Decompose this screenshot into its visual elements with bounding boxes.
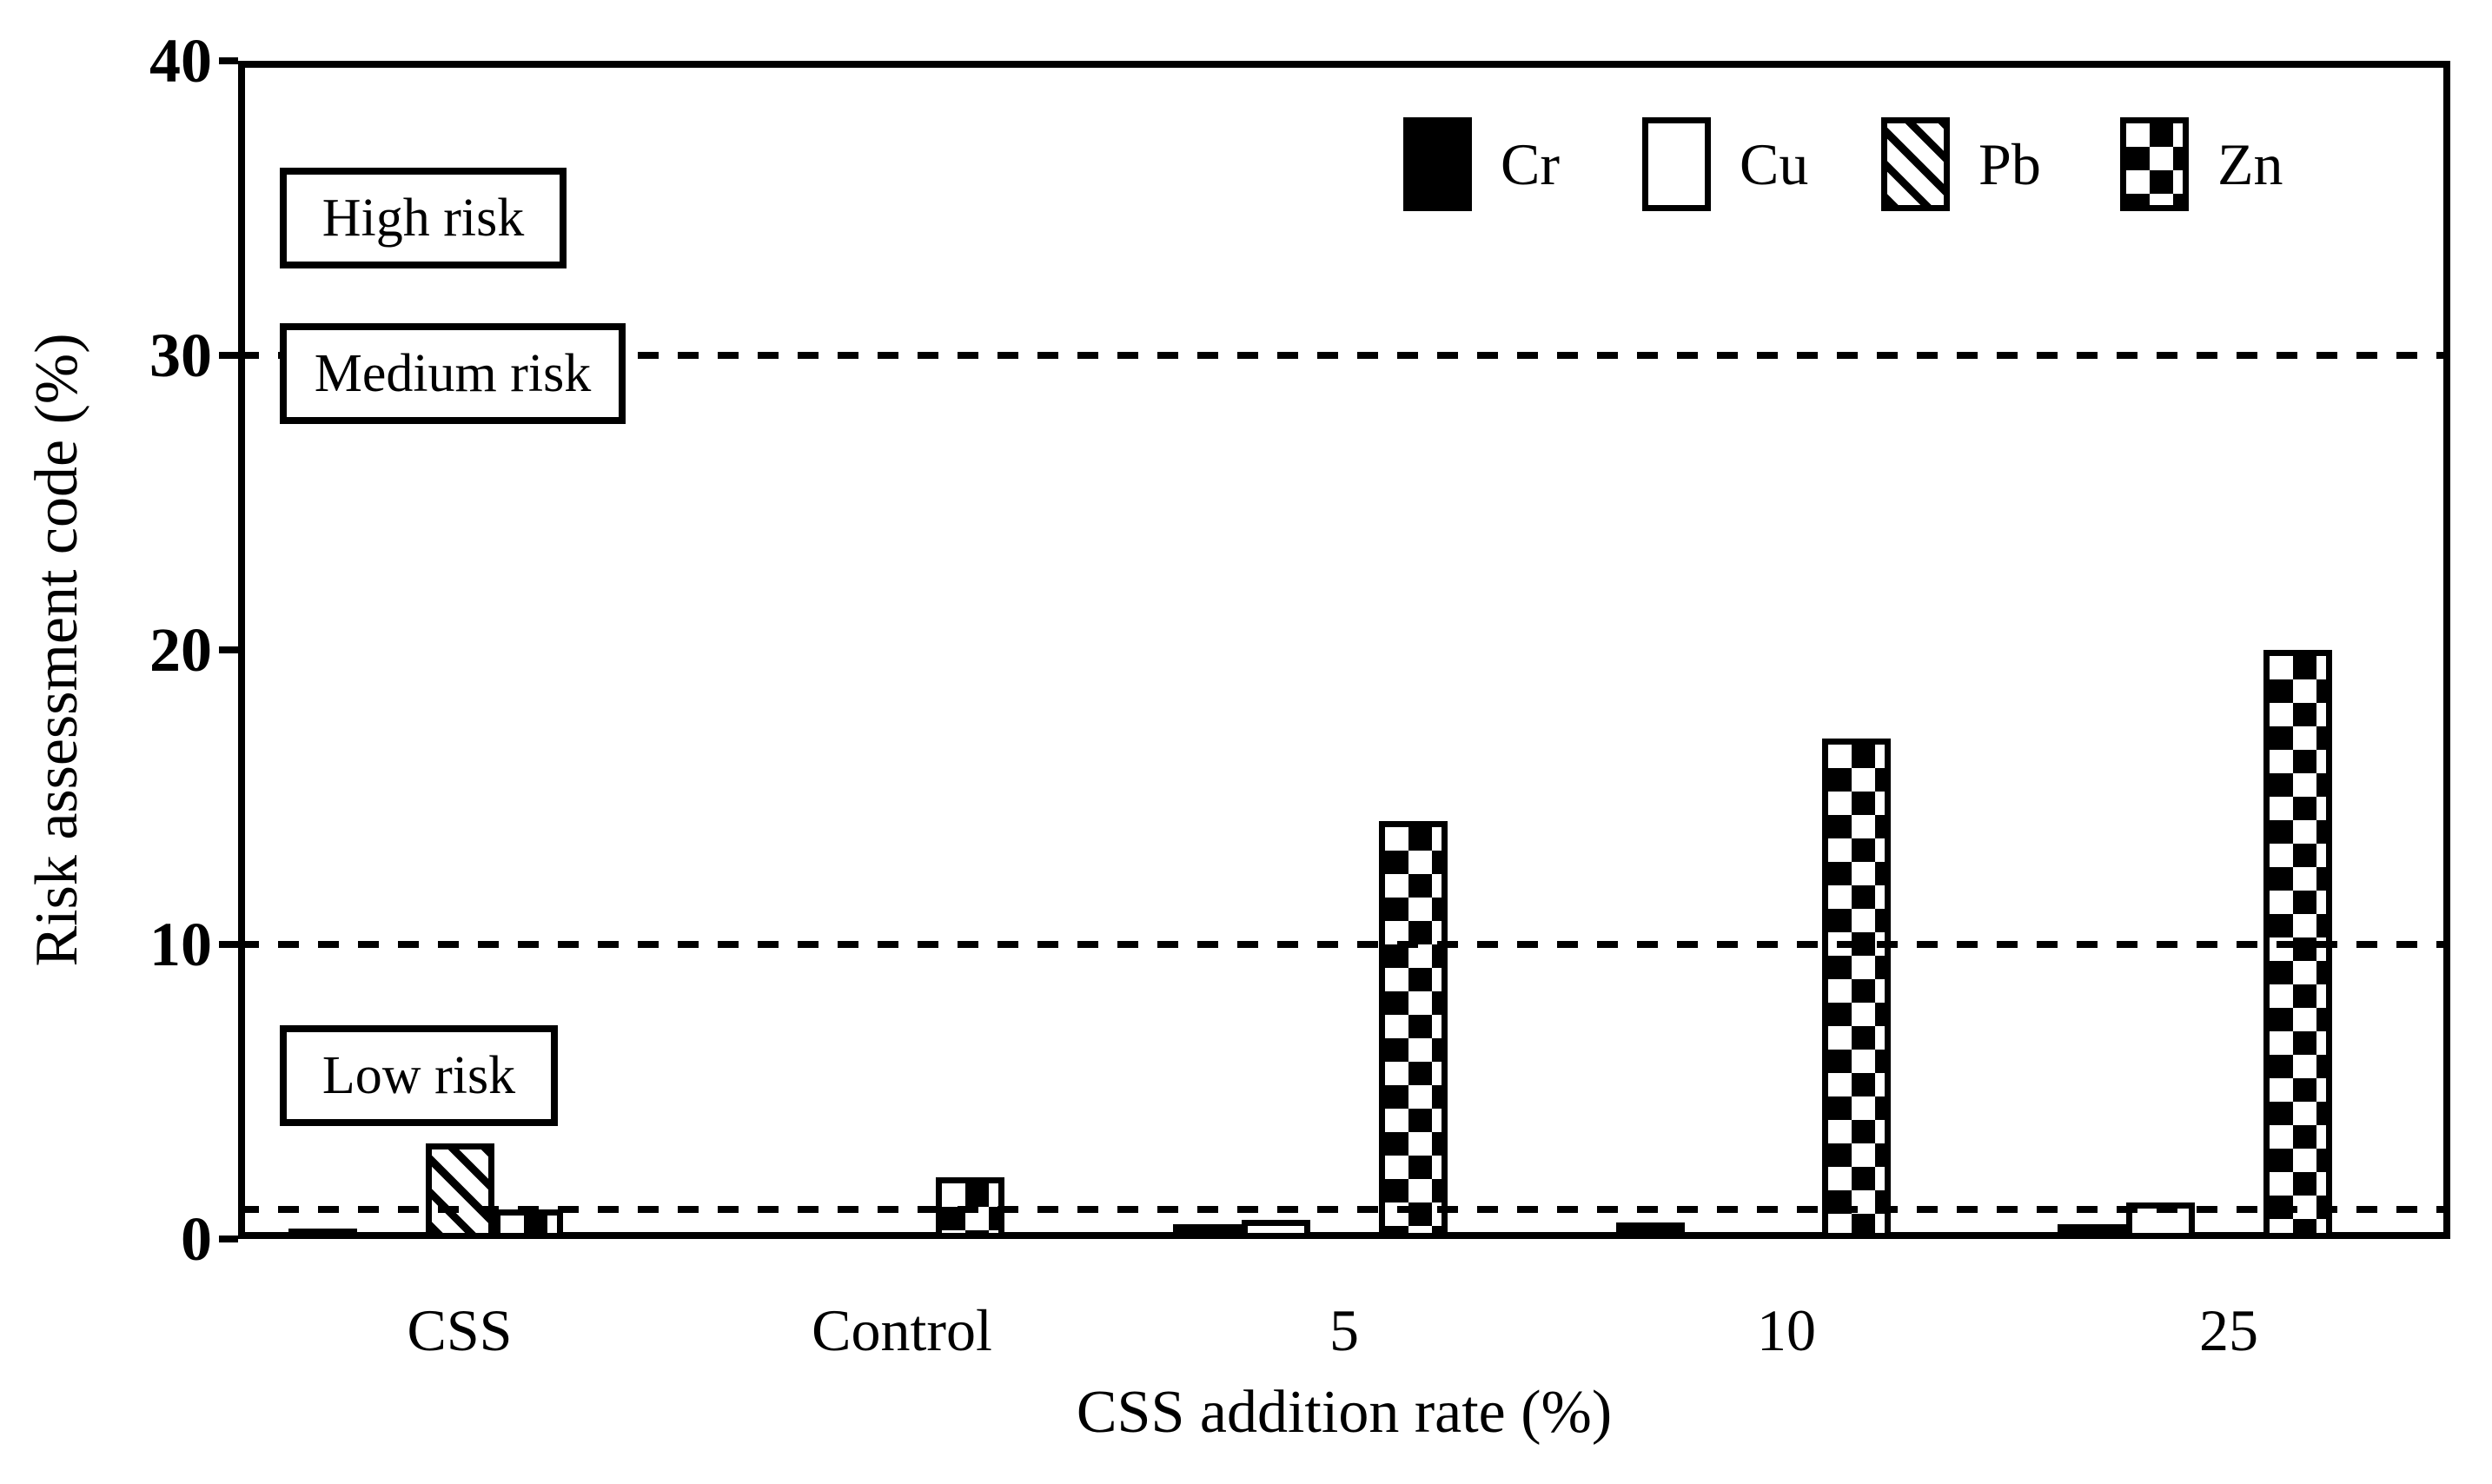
bar-cr-css <box>288 1229 357 1239</box>
legend-swatch-cr-icon <box>1403 117 1472 211</box>
x-axis-title: CSS addition rate (%) <box>1076 1379 1613 1446</box>
dashed-gridline-rac-30 <box>238 352 2450 359</box>
bar-cr-10 <box>1616 1222 1685 1239</box>
y-tick-label-40: 40 <box>149 26 212 96</box>
legend-label-cr: Cr <box>1501 131 1560 197</box>
legend-swatch-cu-icon <box>1642 117 1711 211</box>
y-tick-mark-10 <box>219 941 238 948</box>
bar-cr-25 <box>2058 1224 2126 1239</box>
dashed-gridline-rac-1 <box>238 1206 2450 1213</box>
legend-label-cu: Cu <box>1740 131 1809 197</box>
y-tick-label-30: 30 <box>149 321 212 390</box>
y-axis-title: Risk assessment code (%) <box>23 333 90 967</box>
bar-cr-5 <box>1173 1224 1242 1239</box>
bar-pb-css <box>426 1143 494 1239</box>
dashed-gridline-rac-10 <box>238 941 2450 948</box>
bar-zn-10 <box>1822 739 1891 1239</box>
bar-zn-5 <box>1379 821 1448 1239</box>
annotation-low-risk: Low risk <box>280 1025 558 1126</box>
y-tick-label-0: 0 <box>181 1204 212 1274</box>
legend-label-pb: Pb <box>1978 131 2041 197</box>
annotation-high-risk: High risk <box>280 168 567 268</box>
x-tick-label-25: 25 <box>2199 1297 2258 1363</box>
x-tick-label-10: 10 <box>1757 1297 1816 1363</box>
y-tick-mark-30 <box>219 352 238 359</box>
bar-cr-control <box>730 1235 799 1239</box>
annotation-medium-risk: Medium risk <box>280 323 626 424</box>
y-tick-label-10: 10 <box>149 910 212 979</box>
legend-swatch-zn-icon <box>2120 117 2189 211</box>
y-tick-label-20: 20 <box>149 615 212 685</box>
y-tick-mark-40 <box>219 57 238 64</box>
legend-label-zn: Zn <box>2217 131 2283 197</box>
legend-swatch-pb-icon <box>1881 117 1950 211</box>
y-tick-mark-0 <box>219 1236 238 1242</box>
x-tick-label-css: CSS <box>407 1297 513 1363</box>
y-tick-mark-20 <box>219 646 238 653</box>
plot-area-frame <box>238 61 2450 1239</box>
bar-cu-5 <box>1242 1220 1310 1239</box>
x-tick-label-control: Control <box>812 1297 992 1363</box>
x-tick-label-5: 5 <box>1329 1297 1359 1363</box>
